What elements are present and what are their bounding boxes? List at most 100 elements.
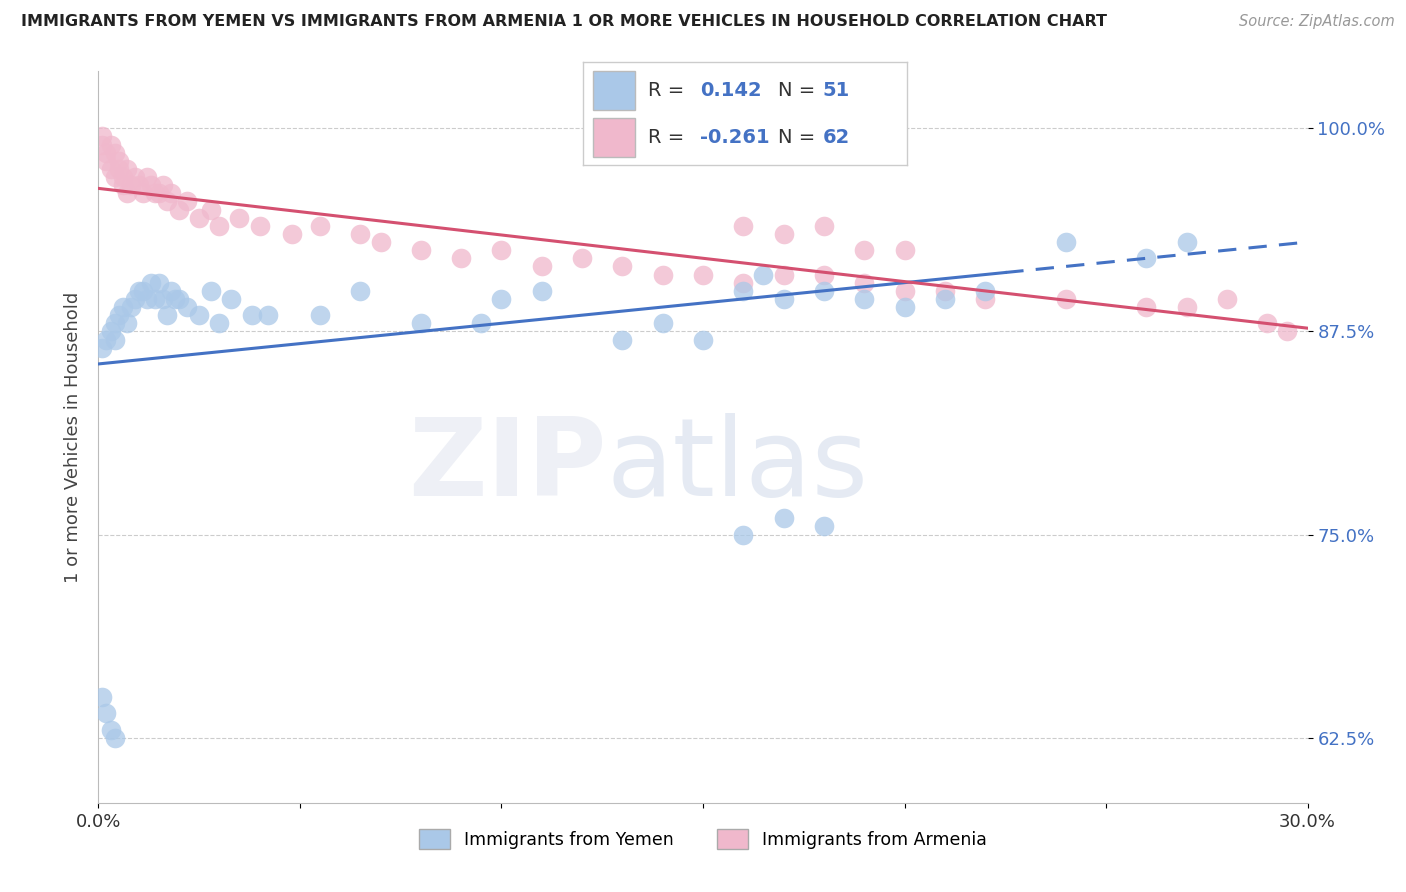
- Point: [103, 316, 125, 330]
- Text: N =: N =: [778, 128, 814, 147]
- Point: [208, 219, 231, 233]
- Point: [853, 243, 876, 257]
- Point: [309, 308, 332, 322]
- Point: [934, 284, 956, 298]
- Y-axis label: 1 or more Vehicles in Household: 1 or more Vehicles in Household: [63, 292, 82, 582]
- Point: [120, 300, 142, 314]
- Point: [167, 202, 190, 217]
- Point: [974, 292, 997, 306]
- Point: [240, 308, 263, 322]
- Text: IMMIGRANTS FROM YEMEN VS IMMIGRANTS FROM ARMENIA 1 OR MORE VEHICLES IN HOUSEHOLD: IMMIGRANTS FROM YEMEN VS IMMIGRANTS FROM…: [21, 14, 1107, 29]
- Point: [208, 316, 231, 330]
- Point: [115, 186, 138, 201]
- Point: [128, 284, 150, 298]
- Point: [772, 292, 794, 306]
- Point: [148, 186, 170, 201]
- Point: [733, 219, 755, 233]
- Point: [176, 300, 198, 314]
- Point: [103, 145, 125, 160]
- Point: [91, 341, 114, 355]
- Point: [91, 129, 114, 144]
- Point: [160, 284, 183, 298]
- Point: [107, 308, 129, 322]
- Point: [132, 186, 155, 201]
- Point: [111, 178, 134, 193]
- Text: 62: 62: [823, 128, 851, 147]
- FancyBboxPatch shape: [593, 118, 636, 157]
- Point: [651, 268, 673, 282]
- Point: [221, 292, 243, 306]
- Point: [772, 511, 794, 525]
- Point: [772, 268, 794, 282]
- Point: [152, 292, 174, 306]
- Point: [115, 316, 138, 330]
- Point: [124, 169, 146, 184]
- Point: [934, 292, 956, 306]
- Point: [733, 284, 755, 298]
- Point: [200, 284, 222, 298]
- Point: [135, 169, 157, 184]
- Point: [1256, 316, 1278, 330]
- Point: [530, 260, 553, 274]
- Point: [349, 284, 371, 298]
- Point: [132, 284, 155, 298]
- Point: [103, 731, 125, 745]
- Point: [692, 333, 714, 347]
- Point: [188, 211, 211, 225]
- Point: [96, 145, 118, 160]
- Point: [167, 292, 190, 306]
- Point: [1175, 300, 1198, 314]
- Point: [530, 284, 553, 298]
- Point: [1277, 325, 1299, 339]
- Point: [228, 211, 250, 225]
- Point: [893, 284, 915, 298]
- Point: [103, 169, 125, 184]
- Point: [893, 300, 915, 314]
- Point: [1054, 292, 1077, 306]
- Text: R =: R =: [648, 80, 685, 100]
- Text: ZIP: ZIP: [408, 413, 606, 519]
- Point: [107, 161, 129, 176]
- Point: [1175, 235, 1198, 249]
- Point: [96, 153, 118, 168]
- Text: 51: 51: [823, 80, 851, 100]
- Point: [128, 178, 150, 193]
- Point: [96, 706, 118, 721]
- Point: [91, 137, 114, 152]
- Point: [100, 723, 122, 737]
- Point: [1054, 235, 1077, 249]
- Point: [124, 292, 146, 306]
- Text: R =: R =: [648, 128, 685, 147]
- Point: [853, 292, 876, 306]
- Point: [813, 219, 835, 233]
- Point: [1135, 252, 1157, 266]
- Point: [491, 243, 513, 257]
- Point: [853, 276, 876, 290]
- Point: [491, 292, 513, 306]
- Point: [91, 690, 114, 705]
- Point: [733, 527, 755, 541]
- Point: [100, 325, 122, 339]
- FancyBboxPatch shape: [593, 70, 636, 110]
- Point: [115, 161, 138, 176]
- Text: -0.261: -0.261: [700, 128, 769, 147]
- Point: [733, 276, 755, 290]
- Text: N =: N =: [778, 80, 814, 100]
- Point: [571, 252, 593, 266]
- Point: [1216, 292, 1239, 306]
- Point: [752, 268, 775, 282]
- Point: [100, 161, 122, 176]
- Point: [143, 186, 166, 201]
- Point: [148, 276, 170, 290]
- Point: [100, 137, 122, 152]
- Point: [188, 308, 211, 322]
- Point: [974, 284, 997, 298]
- Point: [152, 178, 174, 193]
- Point: [111, 169, 134, 184]
- Point: [450, 252, 472, 266]
- Point: [893, 243, 915, 257]
- Point: [249, 219, 271, 233]
- Point: [612, 333, 634, 347]
- Point: [160, 186, 183, 201]
- Point: [111, 300, 134, 314]
